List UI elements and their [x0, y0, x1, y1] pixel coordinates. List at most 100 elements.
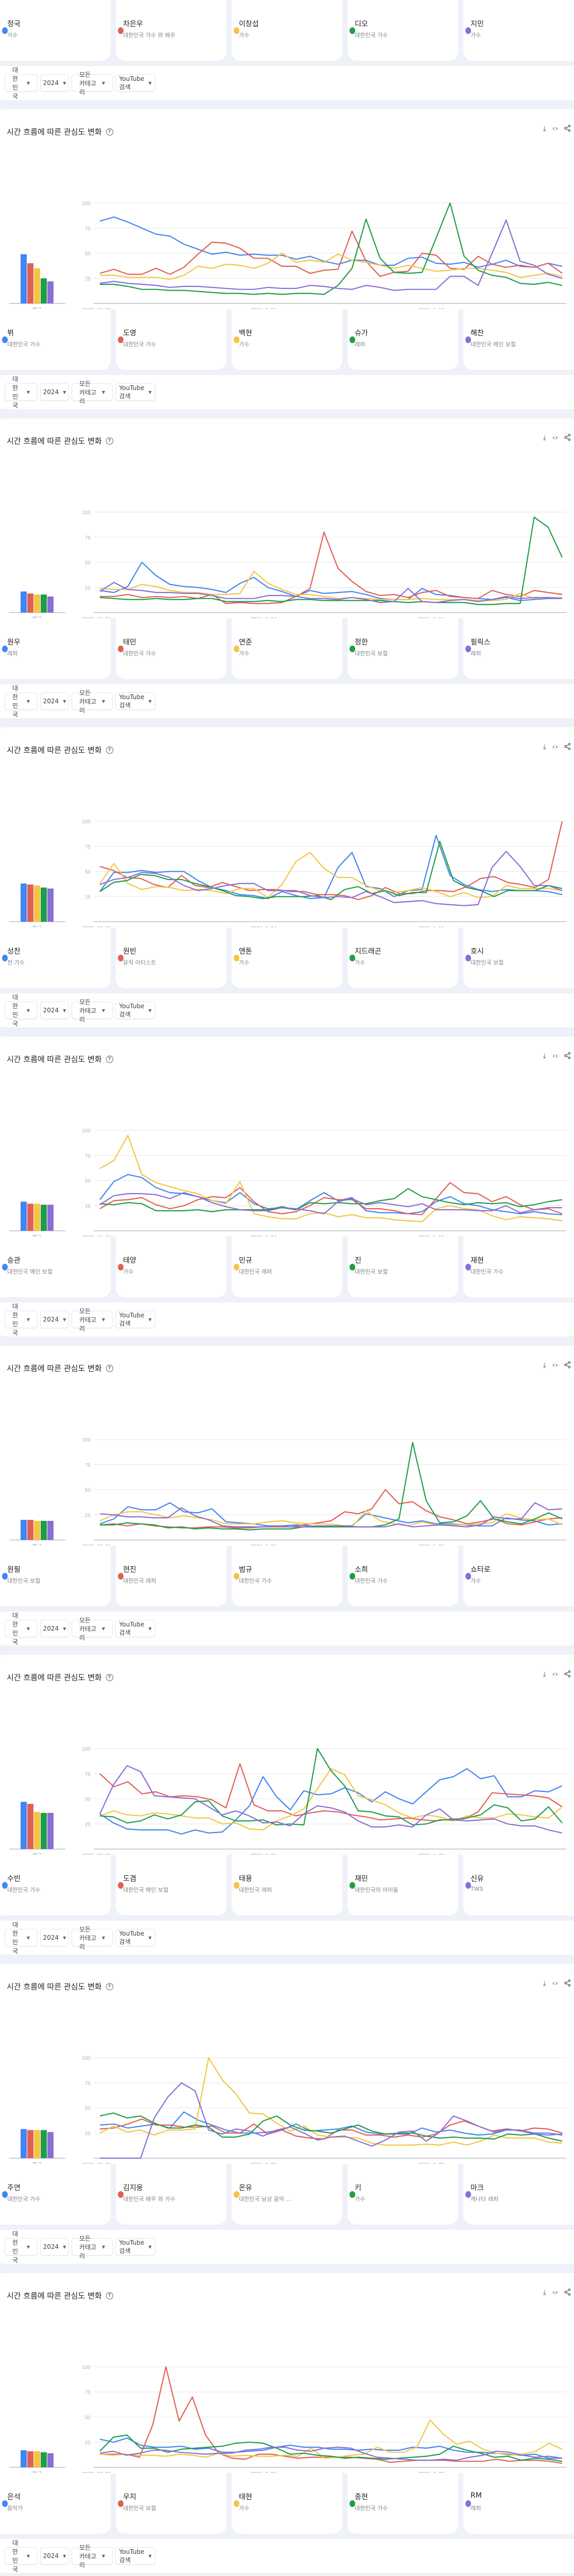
interest-over-time-chart[interactable]: 100 75 50 25 평균 2023. 12. 31. 2024. 3. 31. 2024…	[0, 1346, 574, 1546]
download-icon[interactable]: ⤓	[543, 1052, 546, 1060]
search-type-dropdown[interactable]: YouTube 검색 ▼	[115, 1620, 155, 1637]
search-type-dropdown[interactable]: YouTube 검색 ▼	[115, 2238, 155, 2256]
download-icon[interactable]: ⤓	[543, 1361, 546, 1369]
period-dropdown[interactable]: 2024 ▼	[40, 1929, 69, 1946]
share-icon[interactable]	[564, 743, 571, 752]
term-card-지민[interactable]: 지민 가수	[463, 0, 574, 61]
term-card-정한[interactable]: 정한 대한민국 보컬	[347, 618, 458, 679]
term-card-뷔[interactable]: 뷔 대한민국 가수	[0, 309, 111, 370]
period-dropdown[interactable]: 2024 ▼	[40, 383, 69, 401]
share-icon[interactable]	[564, 125, 571, 134]
help-icon[interactable]: ?	[106, 746, 113, 754]
term-card-필릭스[interactable]: 필릭스 래퍼	[463, 618, 574, 679]
category-dropdown[interactable]: 모든 카테고리 ▼	[72, 998, 113, 1023]
embed-icon[interactable]: ‹›	[552, 1979, 558, 1988]
period-dropdown[interactable]: 2024 ▼	[40, 1311, 69, 1328]
embed-icon[interactable]: ‹›	[552, 2289, 558, 2297]
term-card-재민[interactable]: 재민 대한민국의 아이돌	[347, 1855, 458, 1916]
series-line-범규[interactable]	[99, 1510, 563, 1528]
term-card-슈가[interactable]: 슈가 래퍼	[347, 309, 458, 370]
region-dropdown[interactable]: 대한민국 ▼	[5, 1612, 38, 1646]
term-card-우지[interactable]: 우지 대한민국 보컬	[116, 2473, 227, 2534]
term-card-수빈[interactable]: 수빈 대한민국 가수	[0, 1855, 111, 1916]
series-line-태용[interactable]	[99, 1768, 563, 1831]
series-line-재민[interactable]	[99, 1748, 563, 1826]
category-dropdown[interactable]: 모든 카테고리 ▼	[72, 2235, 113, 2260]
category-dropdown[interactable]: 모든 카테고리 ▼	[72, 1926, 113, 1951]
embed-icon[interactable]: ‹›	[552, 434, 558, 442]
term-card-원빈[interactable]: 원빈 뮤직 아티스트	[116, 927, 227, 988]
category-dropdown[interactable]: 모든 카테고리 ▼	[72, 1617, 113, 1641]
help-icon[interactable]: ?	[106, 1364, 113, 1372]
series-line-재현[interactable]	[99, 1192, 562, 1214]
share-icon[interactable]	[564, 1361, 571, 1370]
series-line-RM[interactable]	[99, 2446, 563, 2461]
embed-icon[interactable]: ‹›	[552, 1052, 558, 1060]
series-line-원우[interactable]	[99, 562, 562, 601]
term-card-은석[interactable]: 은석 음악가	[0, 2473, 111, 2534]
series-line-슈가[interactable]	[100, 202, 563, 295]
series-line-호시[interactable]	[99, 851, 563, 906]
download-icon[interactable]: ⤓	[543, 2289, 546, 2297]
search-type-dropdown[interactable]: YouTube 검색 ▼	[115, 1311, 155, 1328]
search-type-dropdown[interactable]: YouTube 검색 ▼	[115, 2547, 155, 2565]
interest-over-time-chart[interactable]: 100 75 50 25 평균 2023. 12. 31. 2024. 3. 24. 2024…	[0, 727, 574, 927]
term-card-김지웅[interactable]: 김지웅 대한민국 배우 와 가수	[116, 2164, 227, 2225]
term-card-RM[interactable]: RM 래퍼	[463, 2473, 574, 2534]
period-dropdown[interactable]: 2024 ▼	[40, 1620, 69, 1637]
term-card-태용[interactable]: 태용 대한민국 래퍼	[232, 1855, 342, 1916]
download-icon[interactable]: ⤓	[543, 743, 546, 751]
share-icon[interactable]	[564, 1052, 571, 1061]
term-card-현진[interactable]: 현진 대한민국 래퍼	[116, 1546, 227, 1606]
search-type-dropdown[interactable]: YouTube 검색 ▼	[115, 383, 155, 401]
term-card-정국[interactable]: 정국 가수	[0, 0, 111, 61]
term-card-민규[interactable]: 민규 대한민국 래퍼	[232, 1236, 342, 1297]
download-icon[interactable]: ⤓	[543, 434, 546, 442]
term-card-키[interactable]: 키 가수	[347, 2164, 458, 2225]
term-card-원우[interactable]: 원우 래퍼	[0, 618, 111, 679]
series-line-도영[interactable]	[99, 230, 563, 277]
category-dropdown[interactable]: 모든 카테고리 ▼	[72, 2544, 113, 2569]
term-card-성찬[interactable]: 성찬 전 가수	[0, 927, 111, 988]
term-card-태민[interactable]: 태민 대한민국 가수	[116, 618, 227, 679]
series-line-앤톤[interactable]	[99, 852, 563, 899]
series-line-주연[interactable]	[99, 2111, 563, 2136]
series-line-필릭스[interactable]	[99, 582, 563, 603]
series-line-태민[interactable]	[100, 531, 563, 604]
series-line-도겸[interactable]	[99, 1763, 563, 1822]
region-dropdown[interactable]: 대한민국 ▼	[5, 2230, 38, 2264]
series-line-정한[interactable]	[99, 516, 563, 605]
help-icon[interactable]: ?	[106, 1982, 113, 1990]
category-dropdown[interactable]: 모든 카테고리 ▼	[72, 689, 113, 714]
share-icon[interactable]	[564, 1670, 571, 1680]
term-card-진[interactable]: 진 대한민국 보컬	[347, 1236, 458, 1297]
term-card-태양[interactable]: 태양 가수	[116, 1236, 227, 1297]
region-dropdown[interactable]: 대한민국 ▼	[5, 994, 38, 1027]
region-dropdown[interactable]: 대한민국 ▼	[5, 685, 38, 718]
share-icon[interactable]	[564, 1979, 571, 1989]
term-card-백현[interactable]: 백현 가수	[232, 309, 342, 370]
series-line-마크[interactable]	[100, 2082, 563, 2159]
series-line-소희[interactable]	[100, 1442, 563, 1531]
interest-over-time-chart[interactable]: 100 75 50 25 평균 2023. 12. 31. 2024. 3. 31. 2024…	[0, 2273, 574, 2473]
region-dropdown[interactable]: 대한민국 ▼	[5, 376, 38, 409]
term-card-범규[interactable]: 범규 대한민국 가수	[232, 1546, 342, 1606]
term-card-태현[interactable]: 태현 가수	[232, 2473, 342, 2534]
help-icon[interactable]: ?	[106, 437, 113, 445]
series-line-신유[interactable]	[99, 1765, 563, 1834]
share-icon[interactable]	[564, 2289, 571, 2298]
series-line-승관[interactable]	[99, 1174, 563, 1215]
help-icon[interactable]: ?	[106, 128, 113, 135]
term-card-소희[interactable]: 소희 대한민국 가수	[347, 1546, 458, 1606]
help-icon[interactable]: ?	[106, 2292, 113, 2299]
series-line-뷔[interactable]	[99, 216, 563, 268]
search-type-dropdown[interactable]: YouTube 검색 ▼	[115, 74, 155, 92]
term-card-승관[interactable]: 승관 대한민국 메인 보컬	[0, 1236, 111, 1297]
period-dropdown[interactable]: 2024 ▼	[40, 1002, 69, 1019]
series-line-민규[interactable]	[99, 1134, 563, 1223]
term-card-차은우[interactable]: 차은우 대한민국 가수 와 배우	[116, 0, 227, 61]
category-dropdown[interactable]: 모든 카테고리 ▼	[72, 1308, 113, 1332]
search-type-dropdown[interactable]: YouTube 검색 ▼	[115, 692, 155, 710]
region-dropdown[interactable]: 대한민국 ▼	[5, 1921, 38, 1955]
term-card-이창섭[interactable]: 이창섭 가수	[232, 0, 342, 61]
